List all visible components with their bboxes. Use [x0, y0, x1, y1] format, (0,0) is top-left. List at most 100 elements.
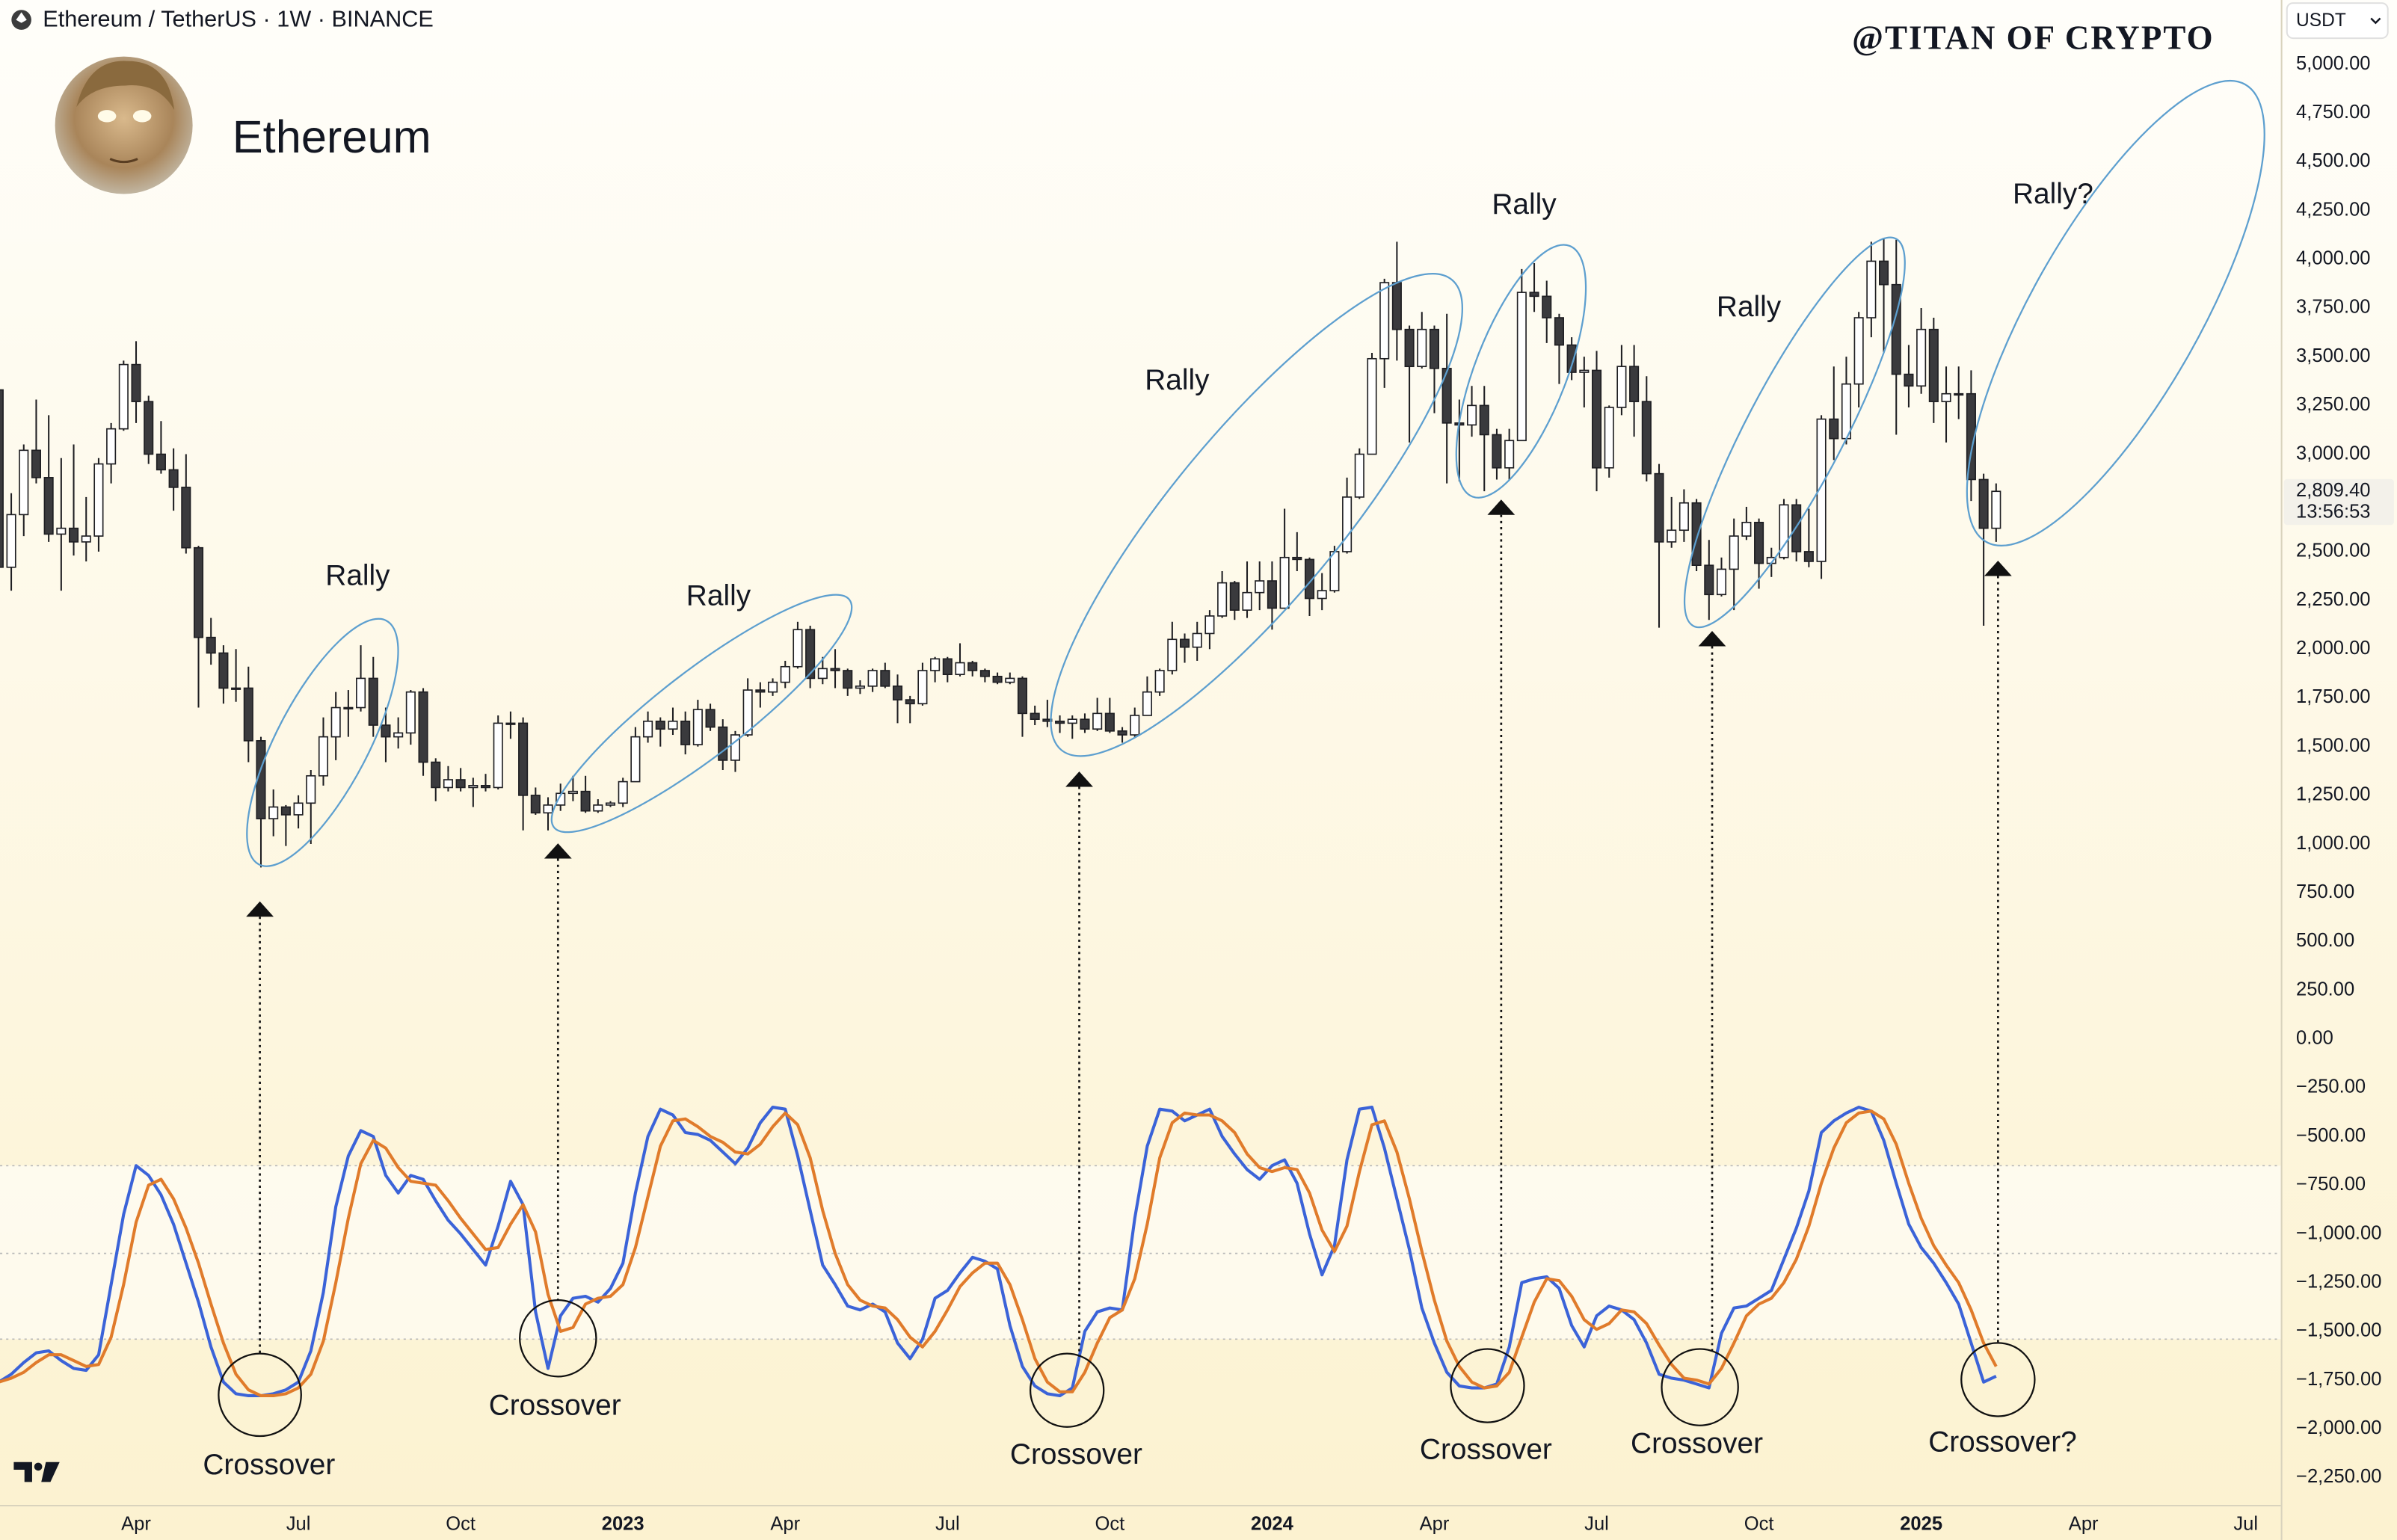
candle-body [1017, 677, 1028, 715]
x-tick-label: 2024 [1251, 1513, 1294, 1534]
crossover-label: Crossover [1420, 1434, 1552, 1466]
y-tick-label: 4,500.00 [2296, 150, 2370, 171]
candle-body [942, 658, 953, 676]
candle-body [505, 722, 516, 725]
candle-body [31, 449, 41, 478]
candle-body [805, 629, 816, 680]
crossover-label: Crossover? [1928, 1426, 2077, 1459]
candle-body [742, 689, 753, 736]
candle-body [543, 804, 553, 814]
currency-label[interactable]: USDT [2296, 10, 2346, 31]
candle-body [1030, 712, 1040, 720]
rally-ellipse [1455, 244, 1587, 499]
candle-body [368, 677, 378, 726]
candle-body [556, 792, 566, 806]
x-tick-label: 2025 [1900, 1513, 1942, 1534]
y-tick-label: 0.00 [2296, 1028, 2333, 1049]
candle-body [256, 740, 266, 819]
candle-body [668, 720, 678, 730]
arrow [1487, 499, 1516, 515]
rally-label: Rally [686, 579, 751, 612]
candle-body [1803, 551, 1814, 562]
candle-body [168, 469, 179, 488]
candle-body [780, 665, 790, 683]
candle-body [867, 670, 878, 687]
candle-body [1866, 260, 1877, 318]
y-tick-label: 1,500.00 [2296, 735, 2370, 756]
currency-selector[interactable] [2286, 2, 2389, 40]
candle-body [1579, 369, 1590, 373]
candle-body [1092, 712, 1103, 730]
y-tick-label: 1,000.00 [2296, 833, 2370, 854]
candle-body [1954, 392, 1964, 396]
crossover-label: Crossover [203, 1449, 335, 1481]
candle-body [1891, 283, 1901, 375]
candle-body [1966, 392, 1976, 481]
candle-body [1928, 328, 1939, 402]
crossover-label: Crossover [489, 1389, 621, 1421]
candle-body [181, 487, 191, 549]
candle-body [1591, 369, 1602, 469]
y-tick-label: 500.00 [2296, 930, 2354, 951]
candle-body [1354, 453, 1364, 498]
candle-body [418, 691, 428, 763]
candle-body [643, 720, 653, 738]
candle-body [1729, 535, 1739, 570]
candle-body [1667, 529, 1677, 543]
candle-body [1853, 317, 1864, 385]
candle-body [206, 636, 216, 654]
chart-title: Ethereum [233, 111, 431, 162]
rally-ellipse [1683, 236, 1906, 629]
watermark: @TITAN OF CRYPTO [1852, 19, 2214, 56]
candle-body [1304, 558, 1315, 600]
rally-ellipse [1050, 273, 1463, 757]
y-tick-label: 750.00 [2296, 881, 2354, 902]
candle-body [1716, 568, 1727, 596]
candle-body [393, 732, 404, 738]
y-tick-label: 3,250.00 [2296, 394, 2370, 415]
candle-body [1841, 383, 1851, 440]
crossover-circle [218, 1352, 302, 1438]
avatar-eye [132, 110, 152, 123]
candle-body [605, 802, 616, 806]
candle-body [1142, 691, 1152, 716]
candle-body [930, 658, 941, 671]
arrow [1984, 561, 2012, 576]
candle-body [1379, 282, 1390, 360]
avatar-mouth [109, 158, 138, 164]
candle-body [343, 706, 354, 709]
candle-body [1404, 328, 1415, 368]
candle-body [455, 779, 466, 789]
candle-body [817, 668, 828, 680]
candle-body [1080, 718, 1090, 730]
candle-body [955, 662, 965, 676]
candle-body [356, 677, 366, 709]
dropdown-arrow[interactable] [2370, 17, 2381, 25]
candle-body [1879, 260, 1889, 286]
candle-body [81, 535, 91, 543]
y-tick-label: −2,000.00 [2296, 1417, 2381, 1438]
y-tick-label: 4,000.00 [2296, 248, 2370, 269]
y-tick-label: −1,000.00 [2296, 1222, 2381, 1243]
rally-label: Rally? [2013, 178, 2093, 210]
crossover-circle [519, 1299, 597, 1378]
candle-body [1492, 434, 1502, 469]
y-tick-label: 5,000.00 [2296, 53, 2370, 74]
candle-body [1991, 490, 2001, 529]
candle-body [1691, 502, 1702, 566]
candle-body [892, 686, 903, 700]
candle-body [1641, 401, 1652, 475]
candle-body [1941, 392, 1951, 402]
candle-body [1441, 368, 1452, 424]
candle-body [1204, 615, 1215, 635]
candle-body [580, 790, 591, 812]
candle-body [306, 774, 316, 804]
candle-body [1467, 404, 1477, 426]
candle-body [1005, 677, 1015, 683]
y-tick-label: 3,000.00 [2296, 443, 2370, 463]
candle-body [1629, 366, 1640, 402]
candle-body [193, 546, 204, 638]
candle-body [1229, 582, 1240, 611]
countdown-label: 13:56:53 [2296, 502, 2370, 523]
